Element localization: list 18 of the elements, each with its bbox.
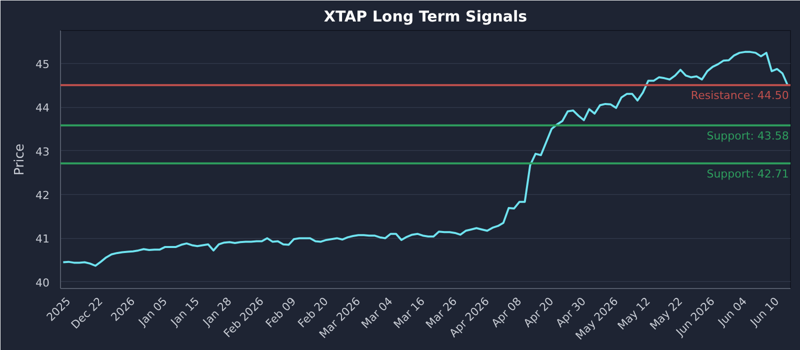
x-tick-label: Dec 22	[68, 294, 106, 332]
chart-title: XTAP Long Term Signals	[324, 8, 528, 26]
ref-line-label: Resistance: 44.50	[690, 89, 789, 102]
y-tick-label: 40	[36, 276, 50, 290]
x-tick-label: Jan 05	[136, 294, 170, 330]
ref-line-label: Support: 42.71	[706, 167, 789, 180]
x-tick-label: Jun 04	[715, 294, 750, 330]
x-tick-label: Jan 15	[168, 294, 202, 330]
y-tick-label: 44	[36, 102, 50, 115]
x-tick-label: Feb 09	[263, 294, 299, 330]
y-axis-title: Price	[12, 144, 28, 176]
y-tick-label: 42	[36, 188, 50, 202]
y-tick-label: 41	[36, 232, 50, 246]
x-tick-label: Jun 10	[747, 294, 782, 330]
line-series	[62, 50, 789, 267]
ref-line-label: Support: 43.58	[706, 129, 789, 142]
y-tick-label: 45	[36, 58, 50, 71]
y-tick-label: 43	[36, 145, 50, 158]
